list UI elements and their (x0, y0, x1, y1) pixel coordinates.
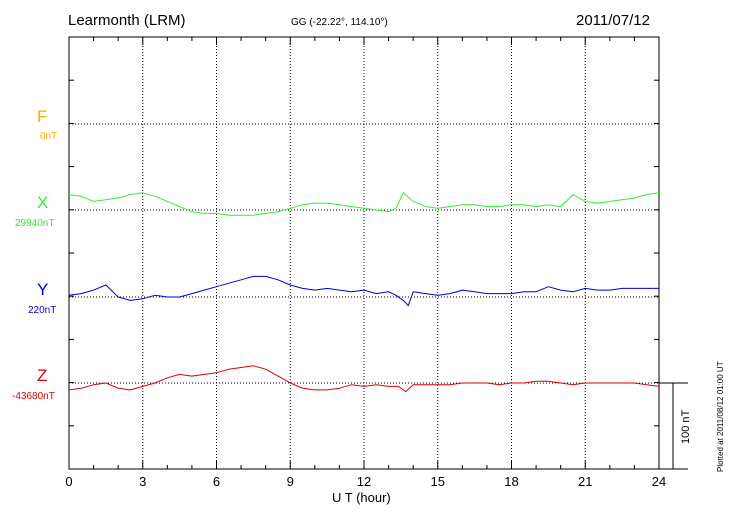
x-tick-label: 6 (212, 474, 221, 489)
x-tick-label: 3 (139, 474, 147, 489)
series-line-y (68, 275, 659, 307)
chart-grid (69, 37, 659, 469)
series-baseline-y: 220nT (28, 305, 57, 316)
station-coordinates: GG (-22.22°, 114.10°) (291, 17, 388, 28)
x-tick-label: 15 (430, 474, 445, 489)
series-label-y: Y (37, 280, 49, 299)
x-tick-label: 18 (504, 474, 519, 489)
x-tick-label: 0 (65, 474, 73, 489)
x-axis-label: U T (hour) (332, 490, 391, 505)
series-baseline-f: 0nT (40, 131, 58, 142)
scale-bar (659, 382, 688, 470)
series-label-x: X (37, 193, 49, 212)
plotted-timestamp: Plotted at 2011/08/12 01:00 UT (716, 361, 725, 472)
series-line-x (68, 192, 660, 216)
x-tick-label: 9 (286, 474, 294, 489)
x-tick-label: 12 (356, 474, 372, 489)
series-baseline-z: -43680nT (12, 391, 55, 402)
plot-date: 2011/07/12 (576, 12, 650, 29)
series-line-z (68, 365, 660, 393)
series-label-z: Z (37, 366, 48, 385)
x-tick-label: 21 (578, 474, 593, 489)
series-baseline-x: 29940nT (15, 218, 55, 229)
plot-frame (68, 36, 660, 470)
chart-ticks (68, 36, 660, 470)
scale-bar-label: 100 nT (680, 409, 692, 444)
station-title: Learmonth (LRM) (68, 12, 186, 29)
series-label-f: F (37, 107, 48, 126)
chart-series (68, 192, 660, 393)
x-tick-label: 24 (651, 474, 667, 489)
